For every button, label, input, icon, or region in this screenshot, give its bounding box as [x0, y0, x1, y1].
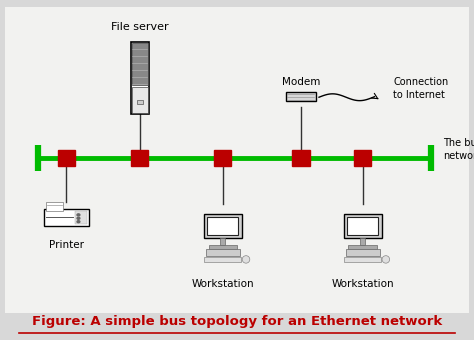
Bar	[360, 238, 365, 245]
Bar	[344, 214, 382, 238]
Ellipse shape	[242, 256, 250, 263]
Circle shape	[77, 217, 80, 219]
Bar	[137, 100, 143, 104]
Text: File server: File server	[111, 22, 169, 32]
Bar	[285, 92, 316, 101]
Bar	[132, 87, 148, 113]
Bar	[46, 202, 63, 211]
Bar	[204, 257, 241, 262]
Bar	[346, 249, 380, 256]
Circle shape	[77, 221, 80, 223]
Text: Connection
to Internet: Connection to Internet	[393, 77, 449, 100]
Bar	[131, 42, 149, 114]
Bar	[344, 257, 381, 262]
Text: Workstation: Workstation	[331, 279, 394, 289]
Bar	[347, 217, 378, 235]
Bar	[75, 211, 86, 224]
Text: Modem: Modem	[282, 77, 320, 87]
Text: Figure: A simple bus topology for an Ethernet network: Figure: A simple bus topology for an Eth…	[32, 315, 442, 328]
Bar	[44, 209, 89, 226]
Bar	[207, 217, 238, 235]
Bar	[220, 238, 225, 245]
Bar	[58, 150, 75, 166]
Bar	[292, 150, 310, 166]
Bar	[206, 249, 240, 256]
Text: The bus
network: The bus network	[443, 138, 474, 161]
Ellipse shape	[382, 256, 390, 263]
Bar	[132, 43, 148, 85]
Circle shape	[77, 214, 80, 216]
Bar	[204, 214, 242, 238]
Bar	[348, 245, 377, 249]
Text: Workstation: Workstation	[191, 279, 254, 289]
Bar	[214, 150, 231, 166]
Bar	[354, 150, 371, 166]
Text: Printer: Printer	[49, 240, 84, 250]
Bar	[209, 245, 237, 249]
Bar	[131, 150, 148, 166]
